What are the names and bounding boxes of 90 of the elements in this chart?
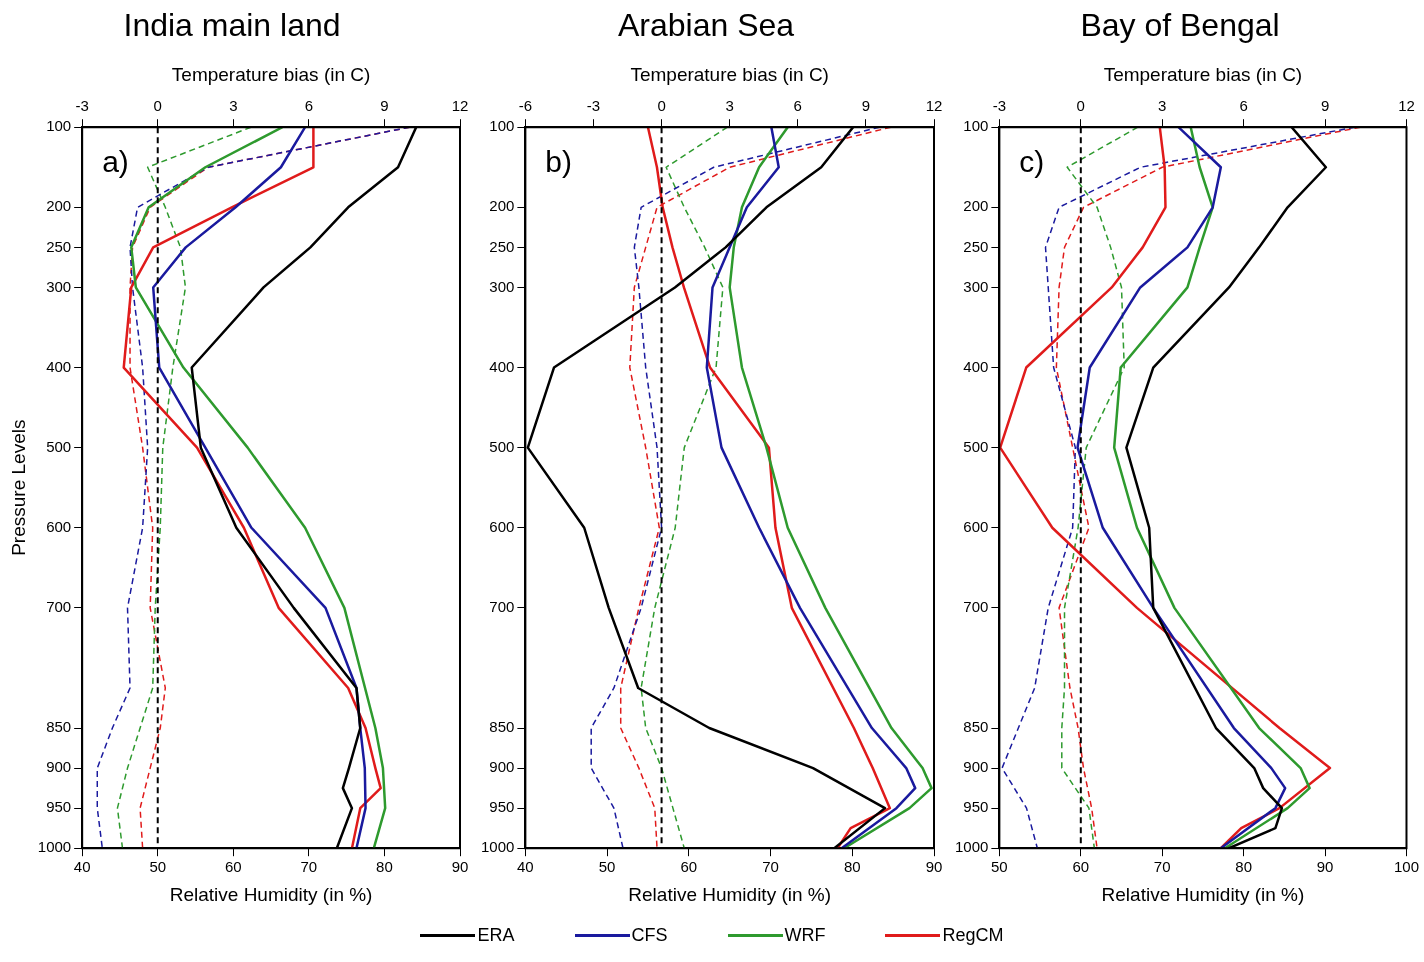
y-tick-label: 100 <box>46 117 72 135</box>
legend-label: WRF <box>784 924 826 946</box>
y-tick-label: 300 <box>963 277 989 295</box>
y-tick-label: 250 <box>963 237 989 255</box>
y-tick-label: 850 <box>46 718 72 736</box>
x2-tick-label: 12 <box>451 97 469 115</box>
y-tick-label: 900 <box>963 758 989 776</box>
y-tick-label: 600 <box>46 517 72 535</box>
y-tick-label: 500 <box>963 437 989 455</box>
x2-tick-label: 0 <box>153 97 162 115</box>
y-tick-label: 500 <box>489 437 515 455</box>
x-tick-label: 90 <box>925 858 943 876</box>
y-tick-label: 200 <box>46 197 72 215</box>
y-tick-label: 250 <box>46 237 72 255</box>
y-tick-label: 400 <box>489 357 515 375</box>
y-tick-label: 850 <box>963 718 989 736</box>
chart-title: Arabian Sea <box>617 7 795 44</box>
y-tick-label: 200 <box>963 197 989 215</box>
y-tick-label: 900 <box>489 758 515 776</box>
x-tick-label: 70 <box>300 858 318 876</box>
x2-tick-label: 6 <box>1239 97 1248 115</box>
x2-tick-label: 12 <box>925 97 943 115</box>
y-tick-label: 1000 <box>480 838 515 856</box>
y-tick-label: 1000 <box>954 838 989 856</box>
x-axis-title: Relative Humidity (in %) <box>628 883 832 905</box>
y-tick-label: 400 <box>46 357 72 375</box>
y-tick-label: 700 <box>489 598 515 616</box>
x-tick-label: 80 <box>1235 858 1252 876</box>
x-tick-label: 60 <box>1072 858 1090 876</box>
x2-tick-label: 6 <box>793 97 802 115</box>
x2-tick-label: 9 <box>1320 97 1330 115</box>
x2-tick-label: 9 <box>380 97 389 115</box>
x-tick-label: 60 <box>680 858 698 876</box>
x2-tick-label: 9 <box>861 97 871 115</box>
y-tick-label: 200 <box>489 197 515 215</box>
x-tick-label: 50 <box>598 858 616 876</box>
x-tick-label: 40 <box>73 858 91 876</box>
x-tick-label: 50 <box>149 858 167 876</box>
chart-title: Bay of Bengal <box>1080 7 1280 44</box>
legend-label: CFS <box>631 924 668 946</box>
x2-axis-title: Temperature bias (in C) <box>171 64 371 86</box>
legend-label: ERA <box>477 924 515 946</box>
annotation: c) <box>1019 145 1045 179</box>
x2-tick-label: -3 <box>75 97 89 115</box>
x2-tick-label: -3 <box>586 97 601 115</box>
annotation: b) <box>545 145 573 179</box>
y-tick-label: 500 <box>46 437 72 455</box>
x2-tick-label: 6 <box>304 97 314 115</box>
x-tick-label: 80 <box>843 858 861 876</box>
x2-tick-label: 0 <box>1076 97 1085 115</box>
legend-label: RegCM <box>942 924 1004 946</box>
x-tick-label: 70 <box>762 858 779 876</box>
x2-axis-title: Temperature bias (in C) <box>630 64 829 86</box>
x2-tick-label: 0 <box>657 97 666 115</box>
x-tick-label: 40 <box>517 858 534 876</box>
y-tick-label: 600 <box>489 517 515 535</box>
x2-tick-label: -3 <box>992 97 1007 115</box>
x-tick-label: 60 <box>224 858 242 876</box>
y-tick-label: 300 <box>489 277 515 295</box>
x2-tick-label: -6 <box>518 97 533 115</box>
y-tick-label: 600 <box>963 517 989 535</box>
y-tick-label: 950 <box>963 798 989 816</box>
x-tick-label: 90 <box>451 858 469 876</box>
x-tick-label: 50 <box>991 858 1008 876</box>
x-tick-label: 100 <box>1393 858 1419 876</box>
x2-tick-label: 12 <box>1398 97 1415 115</box>
y-tick-label: 700 <box>46 598 72 616</box>
x2-tick-label: 3 <box>1158 97 1167 115</box>
x-tick-label: 90 <box>1316 858 1334 876</box>
x-tick-label: 80 <box>376 858 393 876</box>
y-tick-label: 850 <box>489 718 515 736</box>
y-tick-label: 300 <box>46 277 72 295</box>
y-tick-label: 950 <box>489 798 515 816</box>
y-tick-label: 100 <box>963 117 989 135</box>
x-tick-label: 70 <box>1153 858 1171 876</box>
y-tick-label: 950 <box>46 798 72 816</box>
x2-axis-title: Temperature bias (in C) <box>1103 64 1303 86</box>
x-axis-title: Relative Humidity (in %) <box>1101 883 1305 905</box>
y-tick-label: 400 <box>963 357 989 375</box>
annotation: a) <box>102 145 129 179</box>
chart-title: India main land <box>123 7 341 44</box>
x-axis-title: Relative Humidity (in %) <box>169 883 373 905</box>
y-tick-label: 100 <box>489 117 515 135</box>
x2-tick-label: 3 <box>725 97 734 115</box>
y-tick-label: 250 <box>489 237 515 255</box>
y-tick-label: 900 <box>46 758 72 776</box>
y-tick-label: 1000 <box>37 838 72 856</box>
y-axis-title: Pressure Levels <box>7 419 29 556</box>
y-tick-label: 700 <box>963 598 989 616</box>
x2-tick-label: 3 <box>229 97 238 115</box>
